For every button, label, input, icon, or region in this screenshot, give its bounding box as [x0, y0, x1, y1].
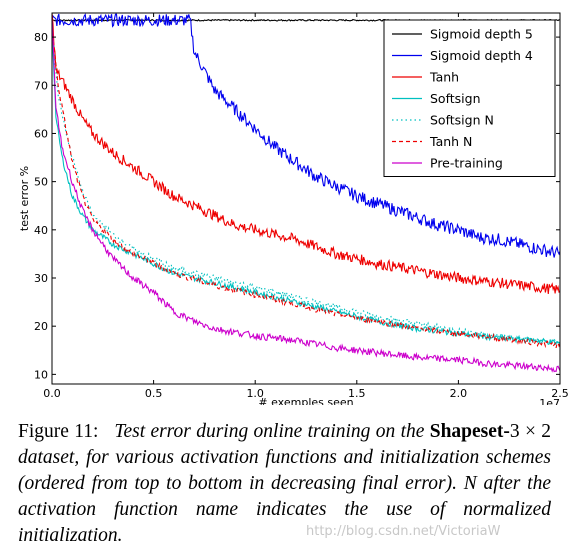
caption-text-1: Test error during online training on the — [114, 421, 425, 442]
series-line-2 — [52, 13, 560, 295]
legend-label: Tanh N — [429, 134, 472, 149]
y-axis-label: test error % — [18, 166, 31, 231]
series-line-3 — [52, 27, 560, 346]
series-line-1 — [52, 13, 560, 258]
series-line-5 — [52, 27, 560, 349]
y-tick-label: 30 — [34, 272, 48, 285]
y-tick-label: 20 — [34, 320, 48, 333]
legend-label: Tanh — [429, 70, 459, 85]
y-tick-label: 50 — [34, 176, 48, 189]
x-tick-label: 0.0 — [43, 387, 61, 400]
caption-text-2: dataset, for various activation function… — [18, 447, 551, 546]
caption-dataset-name: Shapeset- — [429, 421, 510, 442]
y-tick-label: 80 — [34, 31, 48, 44]
y-tick-label: 10 — [34, 368, 48, 381]
y-tick-label: 70 — [34, 79, 48, 92]
x-tick-label: 0.5 — [145, 387, 163, 400]
x-tick-label: 1.0 — [246, 387, 264, 400]
figure-caption: Figure 11: Test error during online trai… — [18, 419, 551, 549]
series-line-4 — [52, 27, 560, 346]
caption-dataset-dims: 3 × 2 — [509, 421, 552, 442]
watermark-text: http://blog.csdn.net/VictoriaW — [306, 524, 501, 539]
line-chart: 0.0 0.5 1.0 1.5 2.0 2.5 10 20 30 40 50 60 70 80 # exem… — [18, 12, 569, 405]
series-line-6 — [52, 17, 560, 373]
x-tick-label: 2.5 — [551, 387, 569, 400]
plot-frame — [51, 12, 561, 385]
legend-label: Softsign — [430, 91, 481, 106]
chart-figure: 0.0 0.5 1.0 1.5 2.0 2.5 10 20 30 40 50 60 70 80 # exem… — [18, 12, 569, 405]
caption-figure-label: Figure 11: — [18, 421, 99, 442]
x-tick-label: 1.5 — [348, 387, 366, 400]
legend-label: Softsign N — [430, 113, 494, 128]
legend-label: Sigmoid depth 4 — [430, 48, 533, 63]
y-tick-label: 60 — [34, 127, 48, 140]
x-multiplier-label: 1e7 — [539, 397, 560, 405]
x-tick-label: 2.0 — [450, 387, 468, 400]
legend-label: Pre-training — [430, 156, 503, 171]
y-tick-label: 40 — [34, 224, 48, 237]
x-axis-label: # exemples seen — [258, 396, 353, 405]
legend-label: Sigmoid depth 5 — [430, 27, 533, 42]
